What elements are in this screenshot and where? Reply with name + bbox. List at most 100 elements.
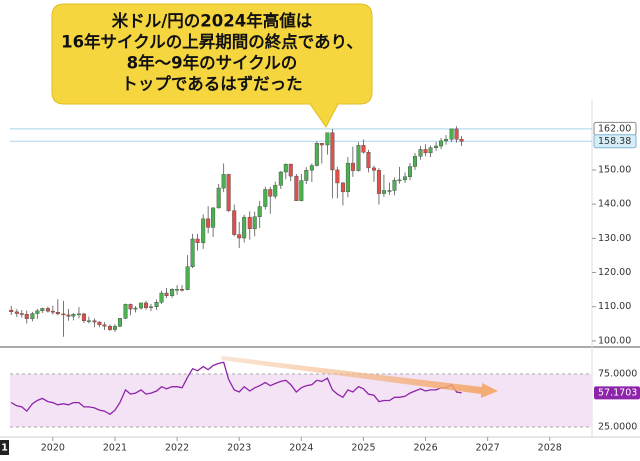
candle-body xyxy=(180,289,185,291)
x-tick-label: 2027 xyxy=(476,443,500,454)
candle-body xyxy=(304,170,309,181)
trend-arrow xyxy=(221,356,498,398)
candle-body xyxy=(376,170,381,194)
candle-body xyxy=(128,304,133,310)
rsi-band xyxy=(10,373,592,428)
price-label-box xyxy=(593,134,637,149)
candle-body xyxy=(170,289,175,296)
candle-body xyxy=(211,207,216,228)
candle-body xyxy=(309,165,314,171)
rsi-value-label: 57.1703 xyxy=(598,387,637,398)
candle-body xyxy=(439,140,444,147)
candle-body xyxy=(117,318,122,327)
candle-body xyxy=(92,320,97,323)
y-tick-label: 75.0000 xyxy=(598,368,637,379)
candle-body xyxy=(108,325,113,330)
candle-body xyxy=(139,302,144,309)
candle-body xyxy=(226,174,231,211)
candle-body xyxy=(283,163,288,173)
candle-body xyxy=(252,216,257,229)
candle-body xyxy=(454,128,459,140)
candle-body xyxy=(247,216,252,229)
candle-body xyxy=(361,145,366,153)
candle-body xyxy=(206,218,211,228)
candle-body xyxy=(423,149,428,154)
candle-body xyxy=(459,138,464,142)
candle-body xyxy=(434,145,439,148)
candle-body xyxy=(330,132,335,171)
candle-body xyxy=(66,314,71,317)
candle-body xyxy=(50,310,55,313)
candle-body xyxy=(408,166,413,177)
candle-body xyxy=(61,313,66,316)
candle-body xyxy=(164,292,169,296)
candle-body xyxy=(397,179,402,182)
candle-body xyxy=(392,180,397,191)
candle-body xyxy=(340,182,345,193)
candle-body xyxy=(325,132,330,146)
candle-body xyxy=(444,138,449,142)
candle-body xyxy=(345,162,350,193)
candle-body xyxy=(86,320,91,322)
candle-body xyxy=(268,189,273,197)
candle-body xyxy=(175,289,180,291)
candle-body xyxy=(19,313,24,315)
candle-body xyxy=(30,313,35,319)
x-tick-label: 2028 xyxy=(538,443,562,454)
candle-body xyxy=(55,311,60,315)
corner-label: 1 xyxy=(1,443,8,454)
x-tick-label: 2022 xyxy=(165,443,189,454)
x-tick-label: 2025 xyxy=(351,443,375,454)
candle-body xyxy=(76,313,81,316)
candle-body xyxy=(403,176,408,181)
plot-area: 100.00 110.00 120.00 130.00 140.00 150.00 162.… xyxy=(9,121,640,454)
candle-body xyxy=(242,216,247,239)
price-label: 162.00 xyxy=(598,123,631,134)
x-tick-label: 2024 xyxy=(289,443,313,454)
candle-body xyxy=(278,171,283,186)
candle-body xyxy=(232,210,237,235)
candle-body xyxy=(185,266,190,290)
x-tick-label: 2026 xyxy=(413,443,437,454)
candle-body xyxy=(81,313,86,321)
candle-body xyxy=(294,175,299,201)
y-tick-label: 150.00 xyxy=(598,164,631,175)
candle-body xyxy=(112,325,117,330)
candle-body xyxy=(237,234,242,239)
candle-body xyxy=(371,167,376,171)
candle-body xyxy=(257,206,262,217)
candle-body xyxy=(335,169,340,184)
callout-box xyxy=(51,3,373,128)
candle-body xyxy=(24,314,29,319)
candle-body xyxy=(387,190,392,192)
y-tick-label: 100.00 xyxy=(598,335,631,346)
candle-body xyxy=(263,189,268,207)
callout-line: 16年サイクルの上昇期間の終点であり、 xyxy=(61,32,363,52)
rsi-label-box xyxy=(594,386,640,400)
candle-body xyxy=(428,147,433,154)
x-tick-label: 2020 xyxy=(41,443,65,454)
candle-body xyxy=(201,218,206,243)
candle-body xyxy=(288,163,293,177)
candle-body xyxy=(350,162,355,171)
candle-body xyxy=(133,307,138,310)
candle-body xyxy=(159,292,164,303)
candle-body xyxy=(9,309,14,313)
candle-body xyxy=(356,145,361,171)
corner-box xyxy=(0,440,9,455)
candle-body xyxy=(319,143,324,146)
candle-body xyxy=(40,308,45,312)
callout: 米ドル/円の2024年高値は 16年サイクルの上昇期間の終点であり、 8年～9年… xyxy=(51,3,373,128)
candle-body xyxy=(381,190,386,194)
candle-body xyxy=(14,311,19,314)
callout-line: トップであるはずだった xyxy=(121,74,302,94)
candle-body xyxy=(148,306,153,308)
x-tick-label: 2023 xyxy=(227,443,251,454)
candle-body xyxy=(221,174,226,189)
candle-body xyxy=(449,128,454,140)
candle-body xyxy=(123,304,128,319)
callout-line: 米ドル/円の2024年高値は xyxy=(112,11,313,31)
candle-body xyxy=(366,151,371,169)
candle-body xyxy=(97,321,102,326)
